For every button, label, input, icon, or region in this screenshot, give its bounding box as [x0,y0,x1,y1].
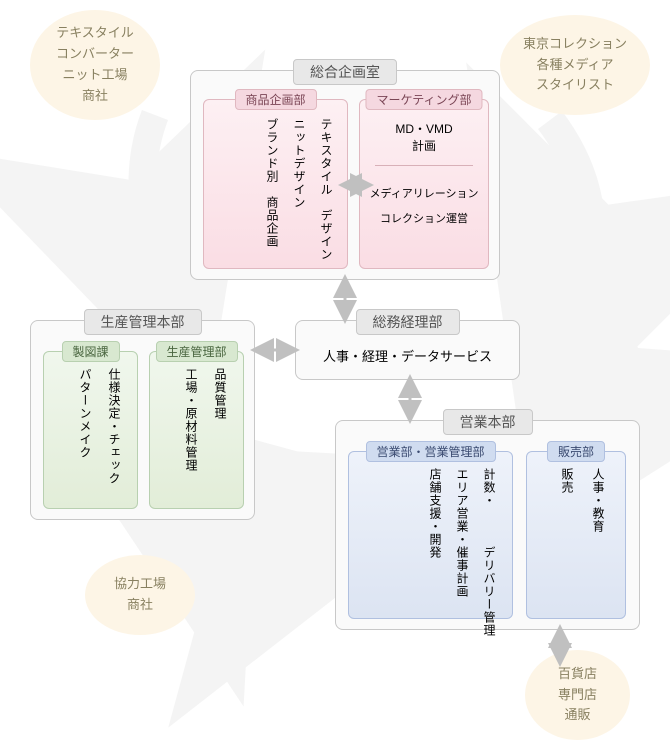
vtext: 店舗支援・開発 [427,468,444,637]
box-title: 生産管理本部 [84,309,202,335]
box-title: 総務経理部 [356,309,460,335]
box-title: 総合企画室 [293,59,397,85]
sub-shohin: 商品企画部 ブランド別 商品企画 ニットデザイン テキスタイル デザイン [203,99,348,269]
bubble-line: 商社 [82,86,108,107]
sub-eigyoubu: 営業部・営業管理部 店舗支援・開発 エリア営業・催事計画 計数・ デリバリー管理 [348,451,513,619]
bubble-line: スタイリスト [536,75,614,96]
sub-title: 販売部 [547,441,605,462]
bubble-line: コンバーター [56,44,134,65]
bubble-line: 百貨店 [558,664,597,685]
vtext: ブランド別 商品企画 [264,118,281,261]
sub-seizu: 製図課 パターンメイク 仕様決定・チェック [43,351,138,509]
htext: 人事・経理・データサービス [296,346,519,365]
bubble-line: ニット工場 [62,65,127,86]
bubble-bot-right: 百貨店 専門店 通販 [525,650,630,740]
vtext: 人事・教育 [590,468,607,533]
htext: メディアリレーション [360,185,488,201]
sub-title: 営業部・営業管理部 [365,441,495,462]
sub-seisan-kanri: 生産管理部 工場・原材料管理 品質管理 [149,351,244,509]
vtext: エリア営業・催事計画 [454,468,471,637]
bubble-top-left: テキスタイル コンバーター ニット工場 商社 [30,10,160,120]
box-title: 営業本部 [443,409,533,435]
vtext: テキスタイル デザイン [318,118,335,261]
vtext: 工場・原材料管理 [183,368,200,472]
box-seisan: 生産管理本部 製図課 パターンメイク 仕様決定・チェック 生産管理部 工場・原材… [30,320,255,520]
vtext: パターンメイク [77,368,94,485]
bubble-line: 商社 [127,595,153,616]
bubble-line: 専門店 [558,685,597,706]
vtext: 計数・ デリバリー管理 [481,468,498,637]
sub-hanbai: 販売部 販売 人事・教育 [526,451,626,619]
vtext: 販売 [559,468,576,533]
bubble-mid-left: 協力工場 商社 [85,555,195,635]
htext: MD・VMD 計画 [360,120,488,154]
bubble-line: テキスタイル [56,23,134,44]
bubble-line: 東京コレクション [523,34,627,55]
box-soumu: 総務経理部 人事・経理・データサービス [295,320,520,380]
sub-title: 製図課 [61,341,119,362]
sub-title: 生産管理部 [155,341,237,362]
sub-title: 商品企画部 [234,89,316,110]
sub-title: マーケティング部 [365,89,482,110]
bubble-line: 協力工場 [114,574,166,595]
bubble-line: 通販 [564,705,590,726]
box-eigyou: 営業本部 営業部・営業管理部 店舗支援・開発 エリア営業・催事計画 計数・ デリ… [335,420,640,630]
bubble-top-right: 東京コレクション 各種メディア スタイリスト [500,15,650,115]
sub-marketing: マーケティング部 MD・VMD 計画 メディアリレーション コレクション運営 [359,99,489,269]
htext: コレクション運営 [360,210,488,226]
bubble-line: 各種メディア [536,55,613,76]
vtext: 仕様決定・チェック [106,368,123,485]
vtext: 品質管理 [212,368,229,472]
vtext: ニットデザイン [291,118,308,261]
box-planning: 総合企画室 商品企画部 ブランド別 商品企画 ニットデザイン テキスタイル デザ… [190,70,500,280]
